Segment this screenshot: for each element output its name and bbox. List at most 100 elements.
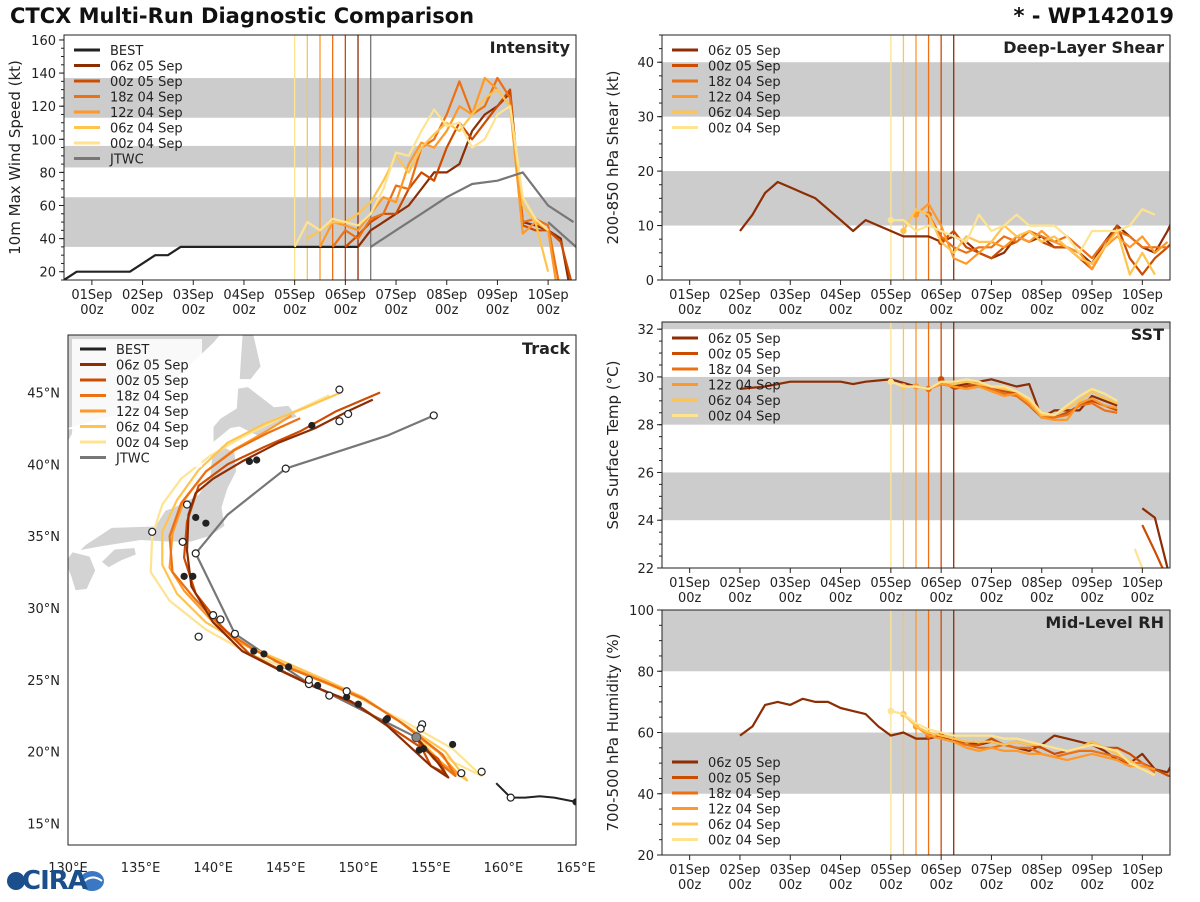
series-line [890, 208, 1156, 254]
series-line [344, 88, 572, 280]
series-line [902, 713, 1156, 777]
lat-tick-label: 25°N [27, 674, 60, 689]
y-tick-label: 60 [637, 727, 654, 742]
legend-label: 06z 05 Sep [110, 60, 183, 75]
track-open-dot [335, 417, 344, 426]
x-tick-label-hour: 00z [283, 303, 307, 318]
track-open-dot [344, 409, 353, 419]
series-line [940, 734, 1170, 778]
legend-label: 06z 04 Sep [116, 421, 189, 436]
y-tick-label: 28 [637, 419, 654, 434]
legend-label: 06z 04 Sep [708, 106, 781, 121]
x-tick-label-hour: 00z [80, 303, 104, 318]
x-tick-label-date: 03Sep [770, 288, 811, 303]
y-axis-label: 700-500 hPa Humidity (%) [604, 633, 622, 831]
x-tick-label-date: 07Sep [971, 288, 1012, 303]
series-line [1133, 548, 1144, 568]
lon-tick-label: 140°E [193, 861, 233, 876]
axes-frame [63, 34, 577, 281]
track-position-dot [260, 650, 268, 658]
y-tick-label: 0 [646, 274, 654, 289]
track-position-dot [253, 456, 261, 464]
x-tick-label-date: 09Sep [477, 288, 518, 303]
y-tick-label: 30 [637, 371, 654, 386]
legend-label: 00z 05 Sep [116, 374, 189, 389]
x-tick-label-hour: 00z [980, 591, 1004, 606]
track-position-dot [308, 421, 316, 430]
y-tick-label: 140 [31, 67, 56, 82]
y-tick-label: 24 [637, 514, 654, 529]
best-track-dot [538, 0, 545, 4]
y-tick-label: 80 [637, 665, 654, 680]
axes-frame [67, 334, 577, 846]
series-group [739, 697, 1170, 778]
y-axis-label: 10m Max Wind Speed (kt) [6, 60, 24, 255]
y-tick-label: 160 [31, 34, 56, 49]
lon-tick-label: 145°E [266, 861, 306, 876]
legend-label: 00z 05 Sep [110, 75, 183, 90]
init-point [900, 227, 907, 235]
x-tick-label-hour: 00z [728, 591, 752, 606]
legend-label: 06z 05 Sep [708, 756, 781, 771]
track-open-dot [216, 615, 225, 624]
series-line [319, 76, 557, 280]
lat-tick-label: 30°N [27, 602, 60, 617]
legend-background [72, 339, 202, 467]
series-line [915, 383, 1118, 421]
x-tick-label-hour: 00z [829, 878, 853, 893]
series-line [370, 171, 575, 248]
legend-label: 06z 05 Sep [708, 332, 781, 347]
land-sakhalin [238, 335, 262, 380]
legend-label: BEST [116, 343, 149, 358]
x-tick-label-date: 01Sep [71, 288, 112, 303]
track-position-dot [343, 693, 351, 701]
legend-label: 00z 04 Sep [708, 410, 781, 425]
x-tick-label-date: 10Sep [1122, 288, 1163, 303]
legend-label: 18z 04 Sep [708, 75, 781, 90]
y-tick-label: 120 [31, 100, 56, 115]
legend-label: 12z 04 Sep [708, 91, 781, 106]
x-tick-label-hour: 00z [232, 303, 256, 318]
x-tick-label-date: 05Sep [870, 576, 911, 591]
x-tick-label-date: 01Sep [669, 576, 710, 591]
legend-label: 18z 04 Sep [708, 787, 781, 802]
legend-label: 06z 05 Sep [708, 44, 781, 59]
y-tick-label: 30 [637, 111, 654, 126]
x-tick-label-date: 06Sep [921, 863, 962, 878]
panel-title: Mid-Level RH [1045, 613, 1164, 632]
legend-label: JTWC [115, 452, 150, 467]
lat-tick-label: 15°N [27, 817, 60, 832]
best-track-dot [572, 798, 576, 806]
track-open-dot [209, 611, 218, 620]
track-open-dot [182, 500, 192, 509]
land-korea [68, 427, 77, 443]
init-point [887, 707, 895, 715]
lon-tick-label: 155°E [411, 861, 451, 876]
x-tick-label-hour: 00z [1030, 878, 1054, 893]
legend-label: JTWC [109, 153, 144, 168]
legend-label: 06z 04 Sep [708, 818, 781, 833]
x-tick-label-hour: 00z [1030, 303, 1054, 318]
track-position-dot [449, 740, 457, 749]
x-tick-label-date: 07Sep [971, 576, 1012, 591]
land-izu-oshima [203, 538, 207, 542]
track-open-dot [191, 549, 200, 558]
legend-label: BEST [110, 44, 143, 59]
x-tick-label-date: 10Sep [1122, 863, 1163, 878]
lat-tick-label: 40°N [27, 458, 60, 473]
track-position-dot [250, 647, 258, 655]
legend-label: 12z 04 Sep [110, 106, 183, 121]
track-position-dot [415, 746, 423, 754]
series-line [331, 76, 560, 280]
land-shikoku [100, 547, 137, 569]
x-tick-label-hour: 00z [779, 303, 803, 318]
x-tick-label-date: 09Sep [1072, 576, 1113, 591]
track-position-dot [189, 572, 197, 580]
x-tick-label-hour: 00z [779, 591, 803, 606]
legend-label: 00z 04 Sep [708, 122, 781, 137]
x-tick-label-date: 08Sep [426, 288, 467, 303]
x-tick-label-hour: 00z [879, 303, 903, 318]
legend-label: 00z 05 Sep [708, 348, 781, 363]
